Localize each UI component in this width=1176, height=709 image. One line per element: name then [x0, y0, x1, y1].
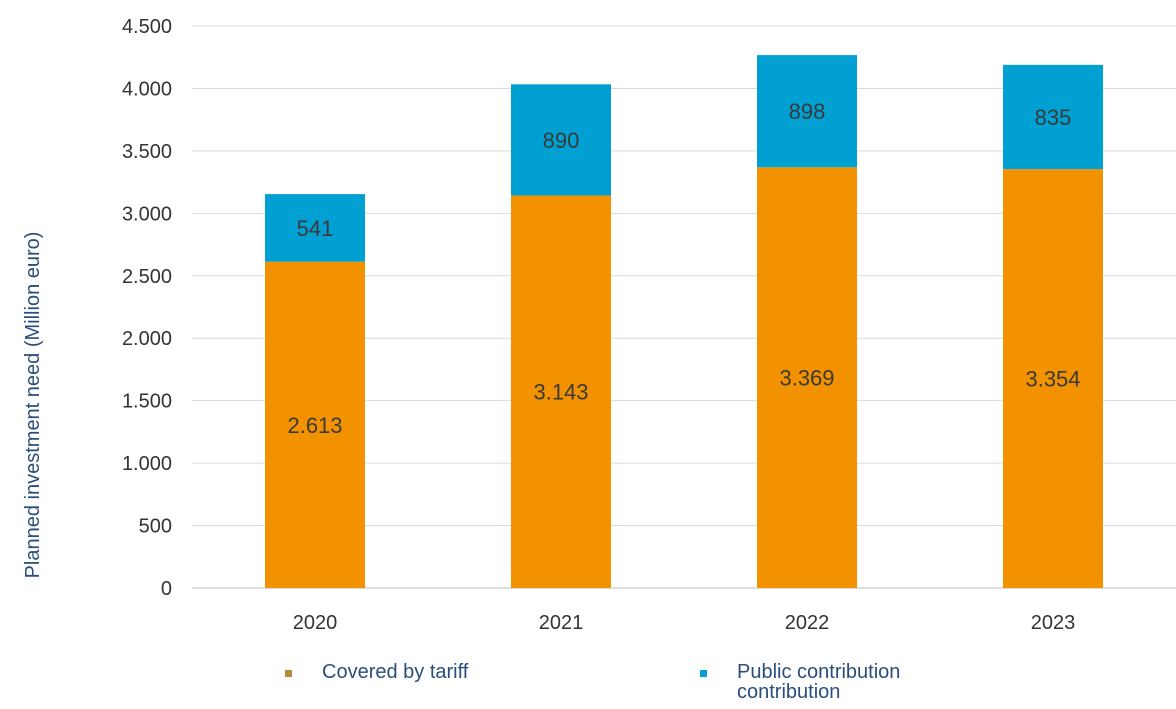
legend-item-covered-by-tariff: Covered by tariff [285, 662, 468, 682]
data-label: 3.354 [1025, 367, 1080, 392]
data-label: 835 [1035, 105, 1072, 130]
y-tick-label: 1.500 [122, 391, 172, 413]
y-axis-ticks: 0 500 1.000 1.500 2.000 2.500 3.000 3.500 4.000 4… [122, 16, 172, 600]
y-tick-label: 0 [161, 578, 172, 600]
legend-item-public-contribution: Public contribution contribution [700, 662, 900, 702]
y-tick-label: 4.000 [122, 78, 172, 100]
y-axis-label: Planned investment need (Million euro) [22, 232, 44, 579]
bar-segment-covered-by-tariff [757, 167, 857, 588]
legend-label: Covered by tariff [322, 661, 469, 683]
legend-label-line-2: contribution [737, 681, 841, 703]
bar-segment-public-contribution [511, 84, 611, 196]
data-label: 3.143 [533, 380, 588, 405]
data-label: 3.369 [779, 366, 834, 391]
x-axis-ticks: 2020 2021 2022 2023 [293, 612, 1076, 634]
x-tick-label: 2022 [785, 612, 830, 634]
legend-label: Public contribution contribution [737, 662, 900, 702]
y-tick-label: 1.000 [122, 453, 172, 475]
y-tick-label: 3.500 [122, 141, 172, 163]
bar-segment-public-contribution [265, 194, 365, 262]
y-tick-label: 4.500 [122, 16, 172, 38]
legend-label-line-1: Public contribution [737, 661, 901, 683]
bars: 2.613 541 3.143 890 3.369 898 3.354 835 [265, 55, 1103, 588]
legend: Covered by tariff Public contribution co… [0, 662, 1176, 709]
bar-segment-public-contribution [757, 55, 857, 168]
y-tick-label: 2.500 [122, 266, 172, 288]
y-tick-label: 2.000 [122, 328, 172, 350]
y-tick-label: 3.000 [122, 203, 172, 225]
data-label: 541 [297, 216, 334, 241]
bar-segment-covered-by-tariff [511, 195, 611, 588]
x-tick-label: 2023 [1031, 612, 1076, 634]
bar-segment-public-contribution [1003, 64, 1103, 170]
bar-segment-covered-by-tariff [1003, 169, 1103, 588]
bar-segment-covered-by-tariff [265, 261, 365, 588]
y-tick-label: 500 [139, 516, 172, 538]
data-label: 890 [543, 128, 580, 153]
legend-swatch-icon [700, 670, 707, 677]
x-tick-label: 2020 [293, 612, 338, 634]
data-label: 2.613 [287, 413, 342, 438]
legend-swatch-icon [285, 670, 292, 677]
x-tick-label: 2021 [539, 612, 584, 634]
data-label: 898 [789, 99, 826, 124]
stacked-bar-chart: 0 500 1.000 1.500 2.000 2.500 3.000 3.500 4.000 4… [22, 16, 1176, 634]
